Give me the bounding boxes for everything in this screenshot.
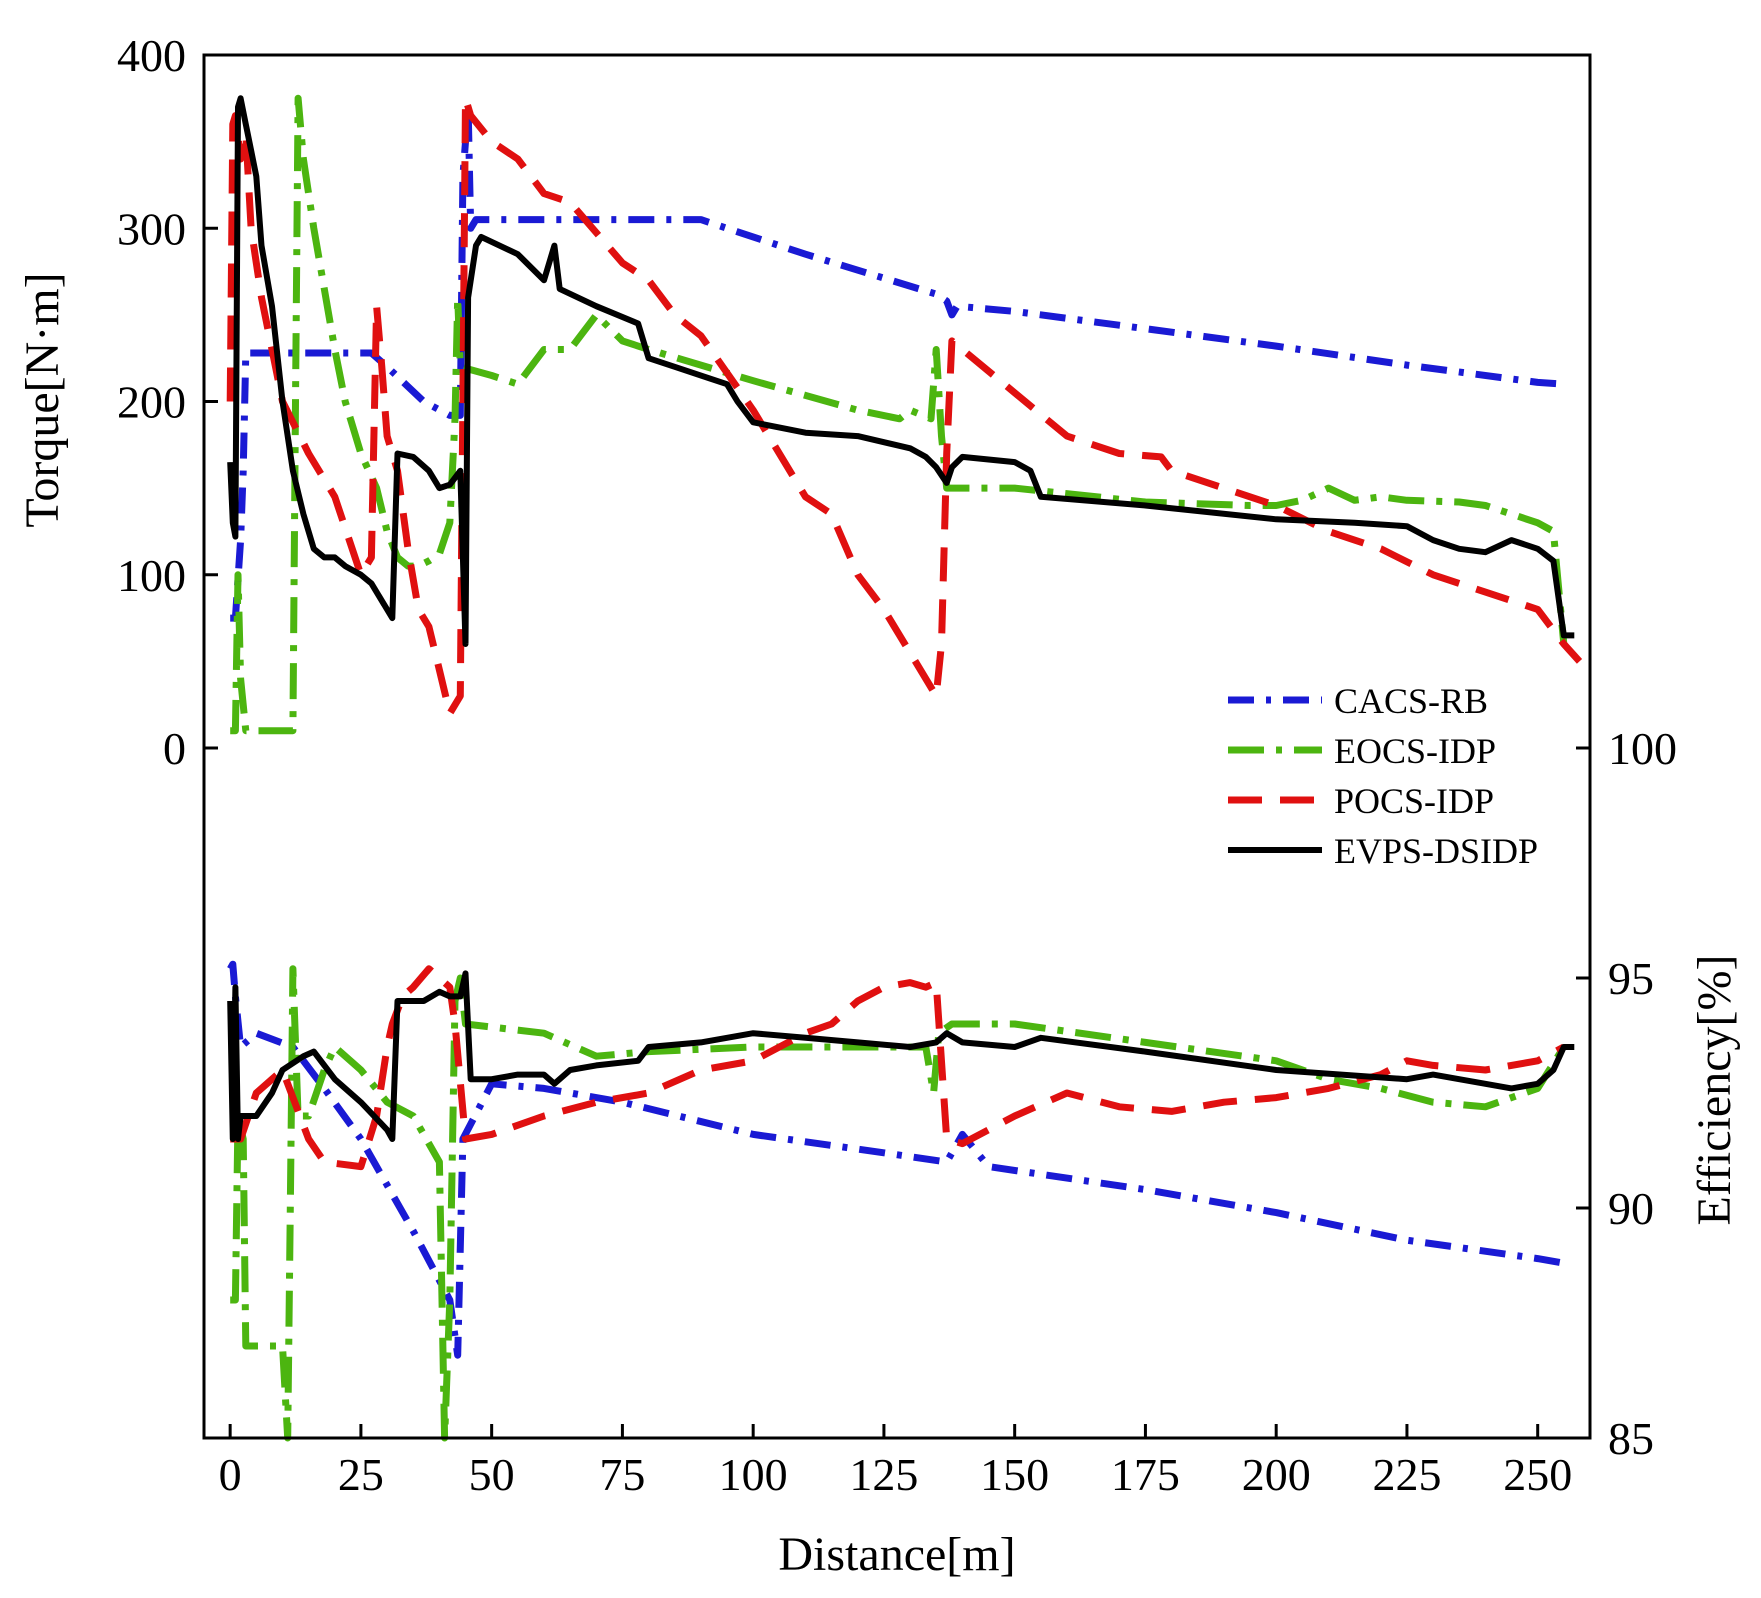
x-tick-label: 0: [219, 1449, 242, 1500]
x-axis-title: Distance[m]: [778, 1528, 1015, 1581]
efficiency-tick-label: 85: [1608, 1413, 1654, 1464]
evps-dsidp-efficiency-line: [227, 970, 1575, 1142]
torque-axis-title: Torque[N·m]: [16, 272, 69, 527]
eocs-idp-efficiency-line: [230, 965, 1567, 1442]
x-tick-label: 200: [1242, 1449, 1311, 1500]
x-tick-label: 75: [599, 1449, 645, 1500]
cacs-rb-efficiency-line: [227, 960, 1565, 1359]
evps-dsidp-torque-line: [227, 95, 1575, 647]
pocs-idp-efficiency-line: [230, 965, 1566, 1171]
x-tick-label: 125: [849, 1449, 918, 1500]
efficiency-tick-label: 95: [1608, 953, 1654, 1004]
torque-tick-label: 0: [163, 723, 186, 774]
torque-tick-label: 200: [117, 377, 186, 428]
torque-tick-label: 100: [117, 550, 186, 601]
efficiency-tick-label: 90: [1608, 1183, 1654, 1234]
x-tick-label: 50: [469, 1449, 515, 1500]
legend-label-pocs-idp: POCS-IDP: [1334, 781, 1494, 821]
x-tick-label: 250: [1503, 1449, 1572, 1500]
x-tick-label: 25: [338, 1449, 384, 1500]
legend-label-eocs-idp: EOCS-IDP: [1334, 731, 1496, 771]
x-tick-label: 175: [1111, 1449, 1180, 1500]
legend-label-cacs-rb: CACS-RB: [1334, 681, 1488, 721]
x-tick-label: 100: [719, 1449, 788, 1500]
efficiency-axis-title: Efficiency[%]: [1688, 955, 1741, 1226]
x-tick-label: 150: [980, 1449, 1049, 1500]
legend-label-evps-dsidp: EVPS-DSIDP: [1334, 831, 1538, 871]
pocs-idp-torque-line: [226, 94, 1583, 717]
cacs-rb-torque-line: [230, 103, 1565, 622]
x-tick-label: 225: [1372, 1449, 1441, 1500]
torque-tick-label: 400: [117, 30, 186, 81]
torque-tick-label: 300: [117, 203, 186, 254]
efficiency-tick-label: 100: [1608, 723, 1677, 774]
eocs-idp-torque-line: [230, 94, 1568, 735]
